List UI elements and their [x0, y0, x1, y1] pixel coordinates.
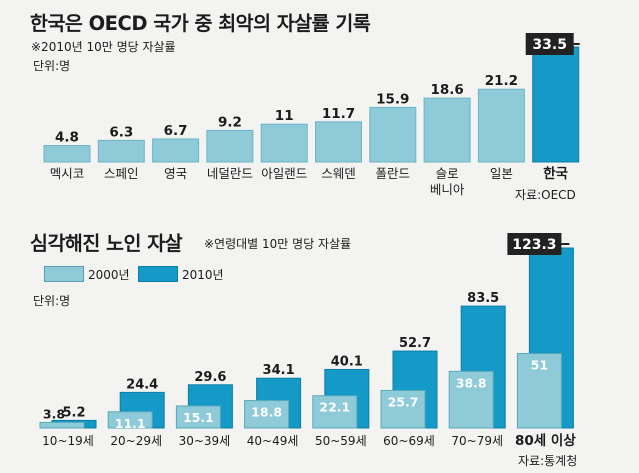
value-label-2000-1: 11.1 [115, 416, 146, 431]
bar-chart1-1 [97, 139, 145, 163]
value-label-2000-6: 38.8 [456, 375, 487, 390]
category-label-chart2-1: 20~29세 [110, 434, 162, 448]
legend-swatch-2010 [138, 266, 178, 282]
value-label-2010-0: 5.2 [62, 405, 85, 420]
category-label-chart1-8: 일본 [490, 166, 513, 181]
value-label-2010-5: 52.7 [399, 336, 431, 351]
category-label-chart1-6: 폴란드 [376, 166, 411, 181]
chart1-subtitle: ※2010년 10만 명당 자살률 [31, 40, 176, 54]
category-label-chart2-7: 80세 이상 [515, 432, 576, 449]
value-label-box-chart1-9 [525, 33, 574, 55]
legend-label-2000: 2000년 [88, 267, 130, 282]
bar-2000-2 [175, 405, 221, 429]
bar-chart1-8 [477, 88, 525, 163]
bar-chart1-4 [260, 123, 308, 163]
category-label-chart1-2: 영국 [164, 166, 187, 181]
bar-chart1-9 [532, 46, 580, 163]
bar-2000-1 [107, 411, 153, 429]
chart2-title: 심각해진 노인 자살 [30, 232, 183, 255]
value-label-2000-5: 25.7 [388, 394, 419, 409]
chart2-source: 자료:통계청 [518, 454, 578, 468]
legend-swatch-2000 [44, 266, 84, 282]
bar-chart1-6 [369, 106, 417, 163]
category-label-chart1-3: 네덜란드 [207, 166, 253, 181]
category-label-chart2-4: 50~59세 [315, 434, 367, 448]
chart1-title: 한국은 OECD 국가 중 최악의 자살률 기록 [30, 12, 371, 35]
category-label-chart1-7-1: 베니아 [430, 182, 465, 197]
category-label-chart2-6: 70~79세 [451, 434, 503, 448]
value-label-chart1-3: 9.2 [218, 114, 242, 130]
value-label-2000-0: 3.8 [43, 406, 65, 421]
category-label-chart1-7-0: 슬로 [436, 166, 459, 181]
value-label-chart1-2: 6.7 [164, 123, 188, 139]
value-label-2010-6: 83.5 [467, 291, 499, 306]
bar-2000-5 [380, 389, 426, 429]
value-label-box-2010-7 [507, 233, 562, 255]
bar-2000-0 [39, 421, 85, 429]
value-label-chart1-5: 11.7 [322, 106, 355, 122]
value-label-2010-2: 29.6 [194, 370, 226, 385]
category-label-chart1-5: 스웨덴 [321, 166, 356, 181]
category-label-chart2-5: 60~69세 [383, 434, 435, 448]
bar-chart1-7 [423, 97, 471, 163]
bar-chart1-3 [206, 129, 254, 163]
category-label-chart1-0: 멕시코 [50, 166, 85, 181]
category-label-chart1-1: 스페인 [104, 166, 139, 181]
chart2-unit: 단위:명 [33, 294, 71, 308]
value-label-2010-3: 34.1 [263, 363, 295, 378]
value-label-chart1-7: 18.6 [430, 82, 463, 98]
category-label-chart2-0: 10~19세 [42, 434, 94, 448]
value-label-2010-4: 40.1 [331, 354, 363, 369]
value-label-2000-7: 51 [531, 358, 548, 373]
bar-chart1-2 [152, 138, 200, 163]
value-label-2000-3: 18.8 [251, 405, 282, 420]
bar-2000-4 [312, 395, 358, 429]
value-label-chart1-6: 15.9 [376, 91, 409, 107]
value-label-chart1-4: 11 [275, 108, 294, 124]
chart1-source: 자료:OECD [515, 188, 576, 202]
bar-chart1-5 [315, 121, 362, 163]
bar-2000-6 [448, 370, 494, 429]
bar-2000-3 [244, 400, 290, 429]
bar-2000-7 [516, 353, 562, 429]
value-label-chart1-9: 33.5 [532, 37, 567, 53]
legend-item-2000: 2000년 [44, 265, 130, 283]
value-label-2000-2: 15.1 [183, 410, 214, 425]
value-label-chart1-0: 4.8 [55, 130, 79, 146]
category-label-chart1-9: 한국 [543, 166, 568, 182]
category-label-chart2-3: 40~49세 [247, 434, 299, 448]
category-label-chart1-4: 아일랜드 [261, 166, 307, 181]
value-label-chart1-1: 6.3 [109, 124, 133, 140]
legend-item-2010: 2010년 [138, 265, 224, 283]
bar-chart1-0 [43, 145, 91, 163]
chart1-unit: 단위:명 [33, 59, 71, 73]
value-label-chart1-8: 21.2 [485, 73, 518, 89]
value-label-2000-4: 22.1 [319, 400, 350, 415]
value-label-2010-7: 123.3 [512, 237, 556, 253]
chart2-note: ※연령대별 10만 명당 자살률 [204, 237, 352, 251]
value-label-2010-1: 24.4 [126, 377, 158, 392]
category-label-chart2-2: 30~39세 [179, 434, 231, 448]
legend-label-2010: 2010년 [182, 267, 224, 282]
